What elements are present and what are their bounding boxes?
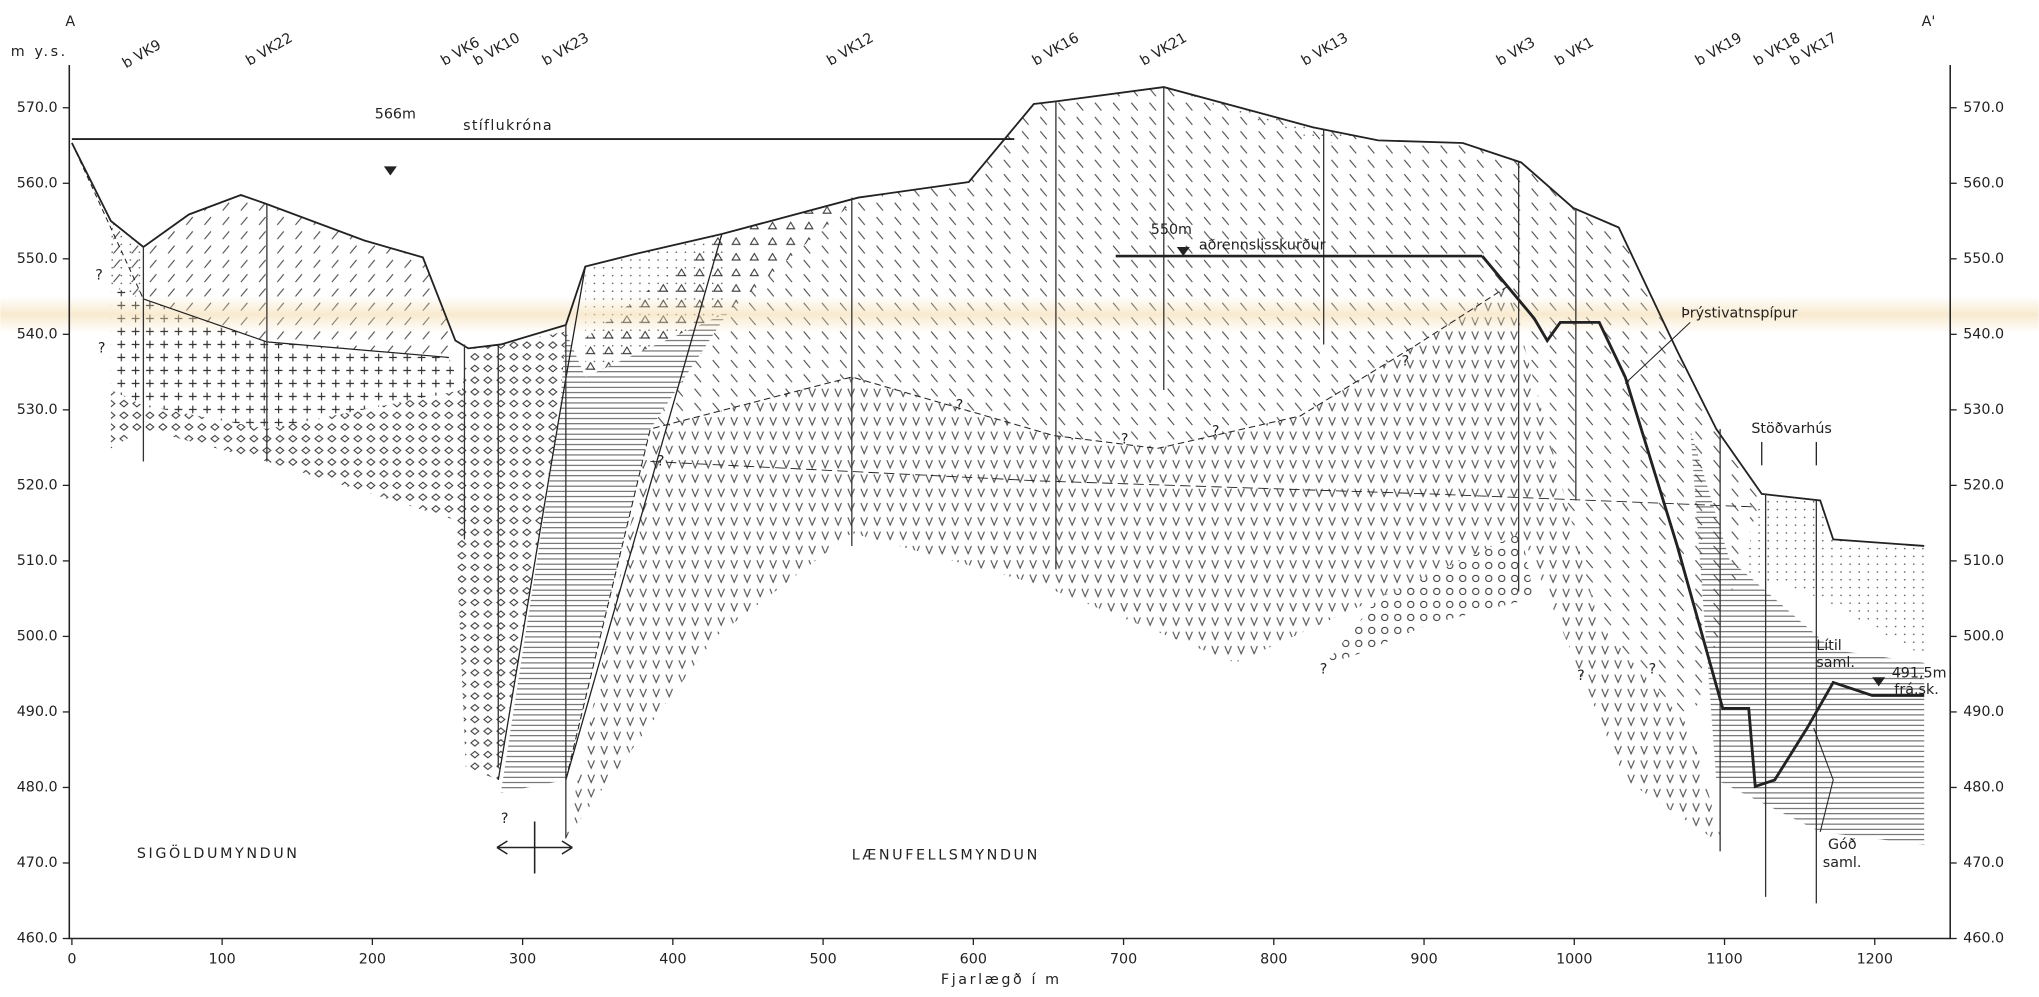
level-label: 566m	[375, 106, 416, 122]
annotation: 491,5m	[1892, 665, 1947, 681]
x-tick-label: 100	[209, 951, 236, 967]
borehole-label: b VK3	[1494, 35, 1538, 70]
borehole-label: b VK12	[824, 30, 876, 69]
borehole-label: b VK23	[540, 30, 592, 69]
uncertain-mark: ?	[98, 340, 106, 356]
annotation: saml.	[1823, 855, 1862, 871]
formation-label: LÆNUFELLSMYNDUN	[852, 847, 1040, 863]
borehole-label: b VK9	[120, 37, 164, 72]
uncertain-mark: ?	[1212, 424, 1220, 440]
borehole-label: b VK1	[1552, 35, 1596, 70]
annotation: Þrýstivatnspípur	[1681, 305, 1797, 321]
uncertain-mark: ?	[657, 453, 665, 469]
y-tick-label: 470.0	[1963, 855, 2004, 871]
x-tick-label: 200	[359, 951, 386, 967]
x-tick-label: 700	[1110, 951, 1137, 967]
y-tick-label: 540.0	[1963, 326, 2004, 342]
x-tick-label: 300	[509, 951, 536, 967]
annotation: frá.sk.	[1894, 682, 1938, 698]
y-tick-label: 520.0	[17, 477, 58, 493]
y-tick-label: 490.0	[17, 704, 58, 720]
x-tick-label: 1200	[1857, 951, 1893, 967]
y-tick-label: 550.0	[1963, 251, 2004, 267]
uncertain-mark: ?	[1577, 668, 1585, 684]
section-end-label: A	[65, 14, 75, 30]
y-tick-label: 560.0	[17, 175, 58, 191]
y-tick-label: 550.0	[17, 251, 58, 267]
level-marker	[384, 166, 397, 175]
boundary-arrow	[497, 822, 572, 874]
annotation: Lítil	[1816, 638, 1841, 654]
uncertain-mark: ?	[95, 268, 103, 284]
cross-section: 460.0 460.0 470.0 470.0 480.0 480.0 490.0 490.0…	[0, 0, 2039, 997]
y-tick-label: 570.0	[17, 100, 58, 116]
y-tick-label: 500.0	[1963, 628, 2004, 644]
uncertain-mark: ?	[956, 398, 964, 414]
x-tick-label: 1100	[1706, 951, 1742, 967]
y-tick-label: 460.0	[17, 931, 58, 947]
x-tick-label: 0	[67, 951, 76, 967]
borehole-label: b VK16	[1030, 30, 1082, 69]
uncertain-mark: ?	[1121, 431, 1129, 447]
formation-label: SIGÖLDUMYNDUN	[137, 844, 300, 862]
x-axis-title: Fjarlægð í m	[941, 972, 1062, 988]
borehole-label: b VK21	[1138, 30, 1190, 69]
annotation: Góð	[1828, 837, 1857, 853]
y-tick-label: 560.0	[1963, 175, 2004, 191]
page-body: {"section":{"left_label":"A","right_labe…	[0, 0, 2039, 997]
y-tick-label: 510.0	[17, 553, 58, 569]
x-tick-label: 500	[809, 951, 836, 967]
level-label: 550m	[1151, 222, 1192, 238]
annotation: saml.	[1816, 655, 1855, 671]
x-tick-label: 1000	[1556, 951, 1592, 967]
y-tick-label: 480.0	[17, 779, 58, 795]
y-tick-label: 490.0	[1963, 704, 2004, 720]
borehole-label: b VK22	[243, 30, 295, 69]
y-tick-label: 480.0	[1963, 779, 2004, 795]
uncertain-mark: ?	[1402, 353, 1410, 369]
y-tick-label: 500.0	[17, 628, 58, 644]
y-tick-label: 530.0	[17, 402, 58, 418]
borehole-label: b VK13	[1299, 30, 1351, 69]
uncertain-mark: ?	[1649, 661, 1657, 677]
annotation: aðrennslisskurður	[1199, 238, 1326, 254]
y-tick-label: 570.0	[1963, 100, 2004, 116]
x-tick-label: 800	[1260, 951, 1287, 967]
y-tick-label: 460.0	[1963, 931, 2004, 947]
x-tick-label: 400	[659, 951, 686, 967]
y-tick-label: 520.0	[1963, 477, 2004, 493]
uncertain-mark: ?	[501, 811, 509, 827]
annotation: Stöðvarhús	[1751, 421, 1832, 437]
y-tick-label: 470.0	[17, 855, 58, 871]
x-tick-label: 900	[1410, 951, 1437, 967]
y-axis-title: m y.s.	[11, 44, 68, 60]
borehole-label: b VK10	[471, 30, 523, 69]
x-tick-label: 600	[960, 951, 987, 967]
y-tick-label: 530.0	[1963, 402, 2004, 418]
annotation: stíflukróna	[463, 118, 553, 134]
uncertain-mark: ?	[1320, 661, 1328, 677]
borehole-label: b VK19	[1693, 30, 1745, 69]
page: Geological cross-section html,body{margi…	[0, 0, 2039, 997]
y-tick-label: 540.0	[17, 326, 58, 342]
y-tick-label: 510.0	[1963, 553, 2004, 569]
section-end-label: A'	[1922, 14, 1936, 30]
